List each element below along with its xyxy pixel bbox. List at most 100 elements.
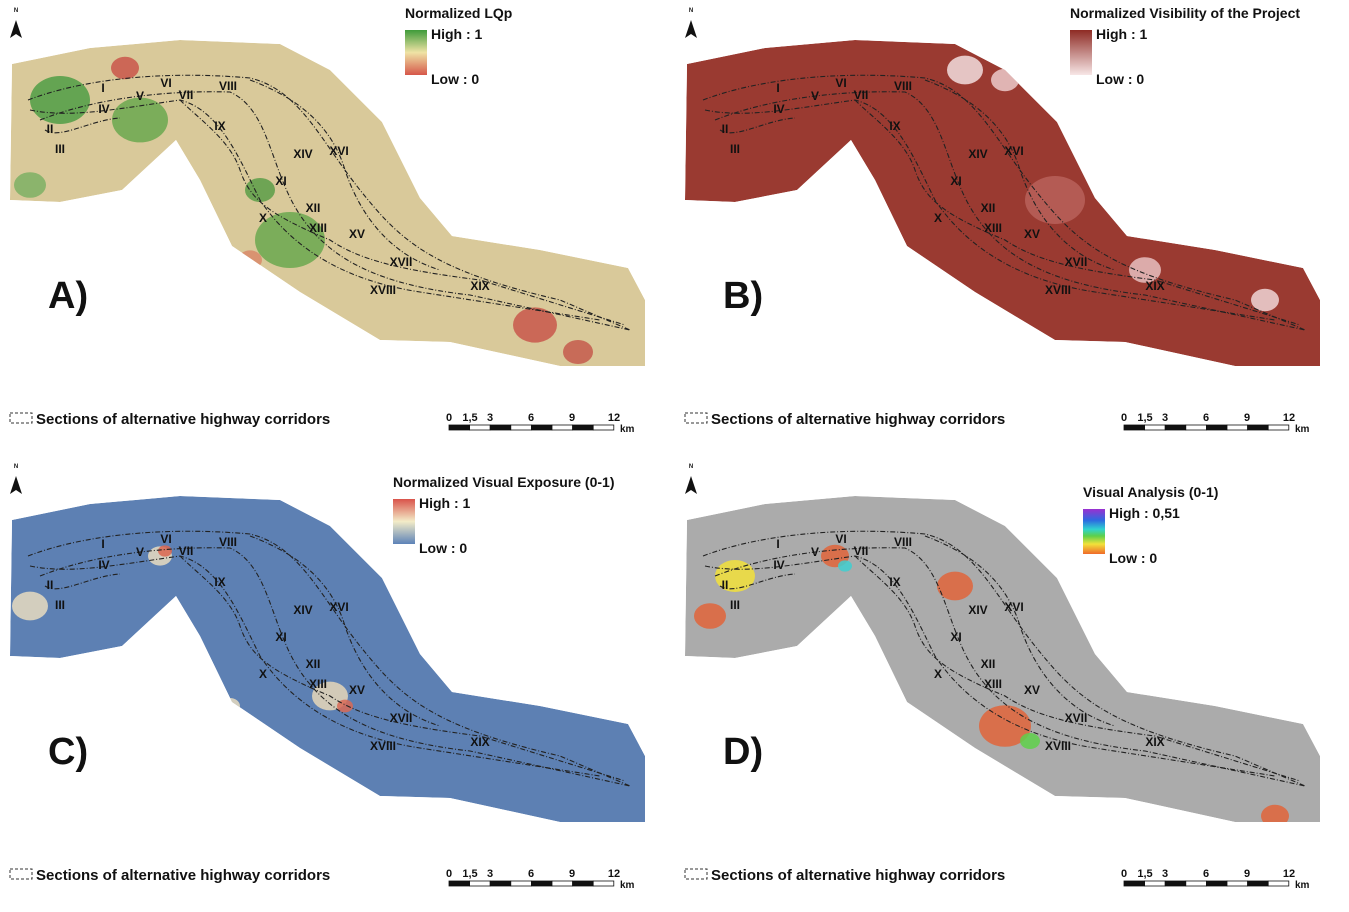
map-patch [937,572,973,601]
section-label: XIII [309,221,327,235]
scale-segment [531,881,552,886]
scale-segment [1268,425,1289,430]
scale-segment [573,425,594,430]
scale-tick: 0 [1121,412,1127,424]
section-label: I [101,81,104,95]
scale-segment [552,425,573,430]
legend-title: Visual Analysis (0-1) [1083,484,1218,500]
map-patch [158,545,172,556]
scale-tick: 12 [1283,868,1295,880]
scale-segment [470,425,491,430]
scale-segment [593,881,614,886]
section-label: XVIII [1045,283,1071,297]
scale-segment [1186,881,1207,886]
legend-colorbar [1083,509,1105,554]
footer-icon [10,413,32,423]
scale-unit: km [1295,424,1310,435]
scale-tick: 12 [608,412,620,424]
scale-segment [1268,881,1289,886]
scale-segment [573,881,594,886]
section-label: III [55,598,65,612]
panel-label: B) [723,275,763,317]
section-label: XIV [968,603,987,617]
footer-text: Sections of alternative highway corridor… [711,867,1005,884]
section-label: X [259,667,267,681]
scale-tick: 3 [1162,412,1168,424]
map-panel: IIIIIIIVVVIVIIVIIIIXXXIXIIXIIIXIVXVXVIXV… [10,464,645,891]
scale-tick: 9 [569,868,575,880]
section-label: XVII [390,255,413,269]
scale-segment [1248,425,1269,430]
section-label: VI [835,532,846,546]
scale-segment [490,425,511,430]
scale-tick: 3 [487,868,493,880]
map-area [685,496,1320,822]
section-label: VII [179,544,194,558]
section-label: I [776,537,779,551]
north-label: N [689,464,693,470]
north-label: N [14,8,18,14]
scale-tick: 6 [1203,412,1209,424]
section-label: XI [275,174,286,188]
section-label: IX [214,575,225,589]
legend-high: High : 1 [431,26,483,42]
section-label: VI [160,532,171,546]
scale-tick: 0 [446,868,452,880]
scale-segment [449,425,470,430]
section-label: II [722,578,729,592]
map-patch [111,57,139,79]
legend-high: High : 0,51 [1109,505,1180,521]
map-patch [1025,176,1085,224]
map-patch [238,250,262,269]
section-label: XVIII [1045,739,1071,753]
section-label: IX [889,119,900,133]
map-panel: IIIIIIIVVVIVIIVIIIIXXXIXIIXIIIXIVXVXVIXV… [685,464,1320,891]
scale-tick: 9 [1244,868,1250,880]
scale-tick: 1,5 [462,412,477,424]
section-label: XV [349,227,365,241]
scale-tick: 1,5 [462,868,477,880]
scale-tick: 1,5 [1137,868,1152,880]
footer-icon [685,413,707,423]
section-label: XIII [984,221,1002,235]
section-label: IX [889,575,900,589]
panel-label: A) [48,275,88,317]
section-label: XIV [968,147,987,161]
scale-segment [449,881,470,886]
section-label: VII [854,544,869,558]
scale-segment [1165,425,1186,430]
section-label: XVI [1004,144,1023,158]
map-patch [1261,805,1289,827]
scale-tick: 6 [528,868,534,880]
section-label: XII [981,201,996,215]
section-label: V [136,545,144,559]
scale-unit: km [620,880,635,891]
legend-colorbar [405,30,427,75]
scale-segment [1186,425,1207,430]
footer-text: Sections of alternative highway corridor… [711,411,1005,428]
scale-segment [1206,425,1227,430]
section-label: X [259,211,267,225]
map-patch [694,603,726,629]
section-label: XIX [1145,279,1164,293]
scale-tick: 12 [608,868,620,880]
north-label: N [14,464,18,470]
section-label: III [730,598,740,612]
section-label: XII [306,657,321,671]
scale-segment [1165,881,1186,886]
footer-icon [10,869,32,879]
map-panel: IIIIIIIVVVIVIIVIIIIXXXIXIIXIIIXIVXVXVIXV… [10,5,645,435]
section-label: XV [1024,227,1040,241]
scale-tick: 0 [1121,868,1127,880]
map [10,496,645,822]
section-label: II [47,578,54,592]
section-label: V [811,545,819,559]
section-label: XIII [984,677,1002,691]
legend-title: Normalized Visual Exposure (0-1) [393,474,614,490]
scale-tick: 6 [1203,868,1209,880]
scale-segment [1124,425,1145,430]
section-label: XI [950,630,961,644]
panel-label: D) [723,731,763,773]
section-label: IX [214,119,225,133]
map-patch [947,56,983,85]
